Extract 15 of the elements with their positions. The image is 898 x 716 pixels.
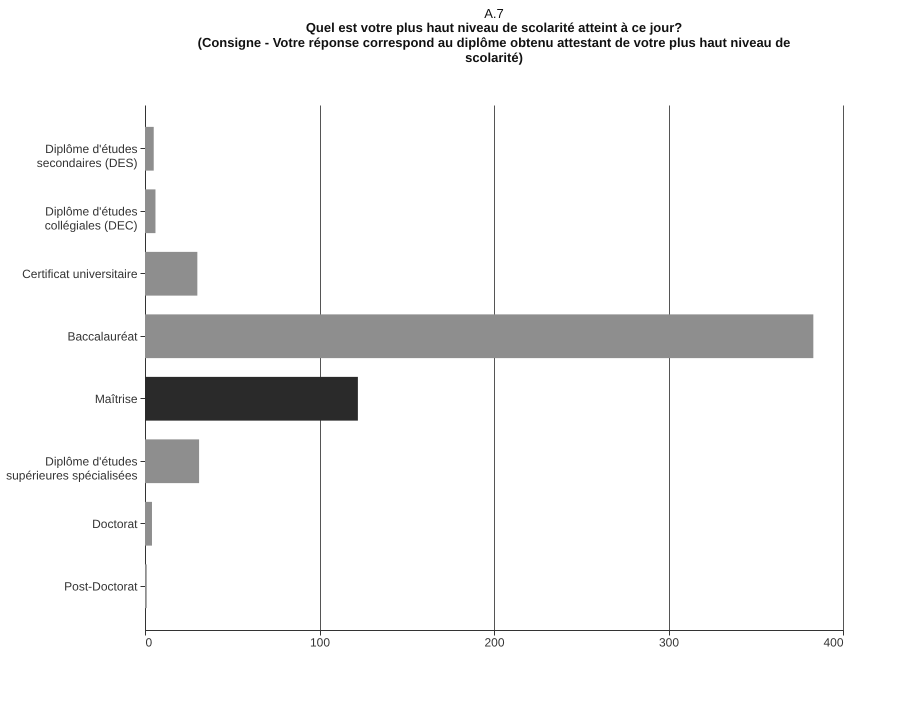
y-tick-label: Diplôme d'études secondaires (DES) [36,142,138,170]
chart-subtitle: Quel est votre plus haut niveau de scolarité atteint à ce jour? (Consigne - Votre réponse correspond au diplôme obtenu attestant de votre plus haut niveau de scolarité) [198,20,790,65]
y-tick-label: Certificat universitaire [22,266,138,281]
x-tick-label: 200 [484,636,505,650]
y-tick-label: Maîtrise [94,392,138,406]
y-tick-label: Doctorat [92,516,138,531]
x-tick-label: 100 [310,636,330,650]
x-tick-label: 0 [146,636,152,650]
chart-title: A.7 [484,6,504,21]
y-tick-label: Post-Doctorat [64,579,138,594]
x-tick-label: 400 [823,636,844,650]
y-tick-label: Baccalauréat [67,329,138,344]
y-tick-label: Diplôme d'études supérieures spécialisées [6,454,138,482]
x-tick-label: 300 [658,636,680,650]
y-tick-label: Diplôme d'études collégiales (DEC) [44,204,138,232]
